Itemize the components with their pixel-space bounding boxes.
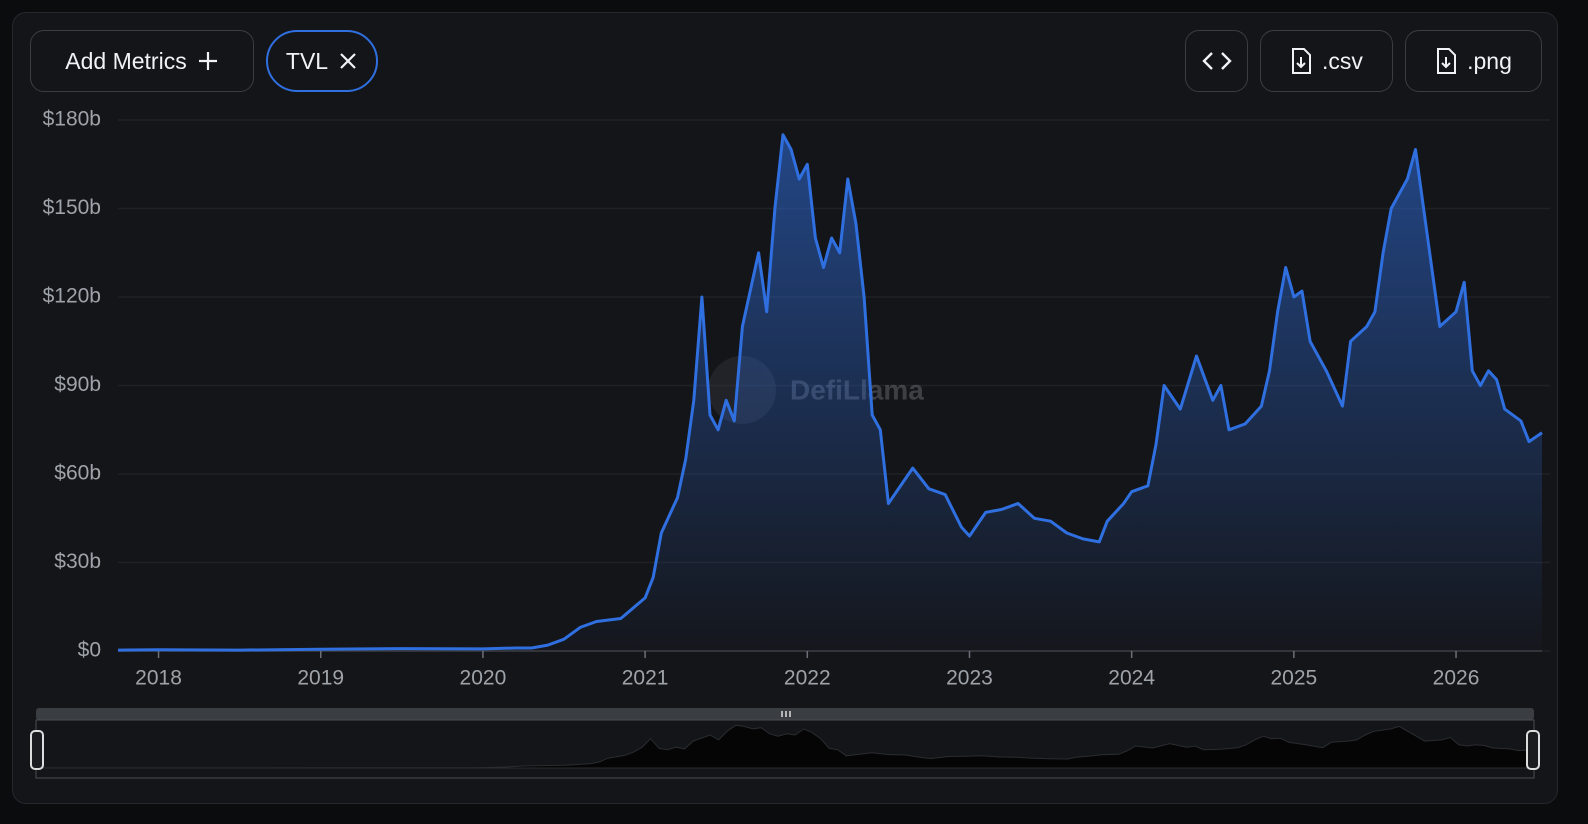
close-icon[interactable] <box>338 51 358 71</box>
y-tick-label: $0 <box>78 639 101 662</box>
slider-bar[interactable] <box>36 708 1534 720</box>
y-tick-label: $150b <box>43 196 101 219</box>
slider-handle[interactable] <box>30 730 44 770</box>
x-tick-label: 2024 <box>1108 667 1155 690</box>
area-fill <box>118 134 1542 652</box>
button-label: .csv <box>1322 47 1363 74</box>
button-label: Add Metrics <box>65 47 187 74</box>
y-tick-label: $180b <box>43 108 101 131</box>
y-tick-label: $60b <box>54 462 101 485</box>
button-label: .png <box>1467 47 1512 74</box>
y-tick-label: $120b <box>43 285 101 308</box>
x-tick-label: 2018 <box>135 667 182 690</box>
add-metrics-button[interactable]: Add Metrics <box>30 30 254 92</box>
x-tick-label: 2021 <box>622 667 669 690</box>
y-tick-label: $30b <box>54 550 101 573</box>
metric-chip[interactable]: TVL <box>266 30 378 92</box>
y-tick-label: $90b <box>54 373 101 396</box>
slider-handle[interactable] <box>1526 730 1540 770</box>
code-icon <box>1201 52 1232 70</box>
x-tick-label: 2025 <box>1270 667 1317 690</box>
file-icon <box>1292 48 1312 74</box>
slider-grip <box>781 711 791 717</box>
plus-icon <box>198 52 217 70</box>
csv-button[interactable]: .csv <box>1260 30 1393 92</box>
embed-button[interactable] <box>1185 30 1248 92</box>
png-button[interactable]: .png <box>1405 30 1542 92</box>
chip-label: TVL <box>285 47 329 74</box>
x-tick-label: 2019 <box>297 667 344 690</box>
file-icon <box>1437 48 1457 74</box>
x-tick-label: 2026 <box>1433 667 1480 690</box>
x-tick-label: 2020 <box>460 667 507 690</box>
minimap-area <box>37 724 1533 769</box>
x-tick-label: 2022 <box>784 667 831 690</box>
line <box>117 133 1543 652</box>
x-tick-label: 2023 <box>946 667 993 690</box>
